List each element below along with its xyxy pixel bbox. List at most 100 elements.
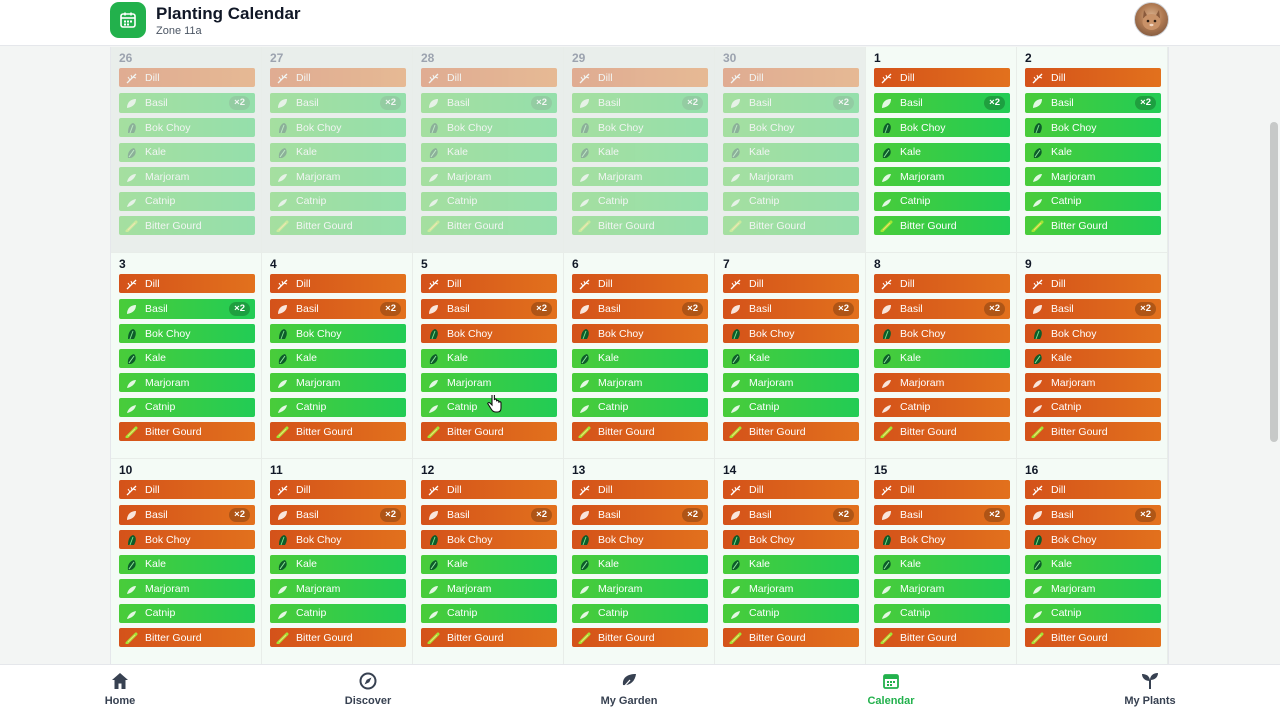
plant-chip-bok-choy[interactable]: Bok Choy	[723, 530, 859, 549]
plant-chip-marjoram[interactable]: Marjoram	[1025, 579, 1161, 598]
plant-chip-dill[interactable]: Dill	[572, 68, 708, 87]
nav-home[interactable]: Home	[70, 671, 170, 717]
plant-chip-dill[interactable]: Dill	[874, 68, 1010, 87]
plant-chip-bok-choy[interactable]: Bok Choy	[723, 118, 859, 137]
plant-chip-bitter-gourd[interactable]: Bitter Gourd	[572, 216, 708, 235]
calendar-day-cell[interactable]: 9 Dill Basil ×2 Bok Choy Kale Marjoram Catnip Bi…	[1017, 253, 1168, 459]
plant-chip-marjoram[interactable]: Marjoram	[119, 579, 255, 598]
plant-chip-bok-choy[interactable]: Bok Choy	[119, 118, 255, 137]
plant-chip-kale[interactable]: Kale	[874, 348, 1010, 368]
plant-chip-bok-choy[interactable]: Bok Choy	[874, 530, 1010, 549]
plant-chip-bitter-gourd[interactable]: Bitter Gourd	[1025, 422, 1161, 441]
plant-chip-kale[interactable]: Kale	[119, 348, 255, 368]
plant-chip-marjoram[interactable]: Marjoram	[572, 579, 708, 598]
calendar-day-cell[interactable]: 1 Dill Basil ×2 Bok Choy Kale Marjoram Catnip Bi…	[866, 47, 1017, 253]
plant-chip-dill[interactable]: Dill	[421, 480, 557, 499]
plant-chip-bok-choy[interactable]: Bok Choy	[270, 324, 406, 343]
plant-chip-bitter-gourd[interactable]: Bitter Gourd	[572, 628, 708, 647]
plant-chip-dill[interactable]: Dill	[119, 68, 255, 87]
plant-chip-bok-choy[interactable]: Bok Choy	[270, 530, 406, 549]
plant-chip-marjoram[interactable]: Marjoram	[1025, 167, 1161, 186]
plant-chip-bok-choy[interactable]: Bok Choy	[421, 118, 557, 137]
plant-chip-basil[interactable]: Basil ×2	[572, 92, 708, 113]
plant-chip-basil[interactable]: Basil ×2	[270, 504, 406, 525]
plant-chip-basil[interactable]: Basil ×2	[270, 92, 406, 113]
plant-chip-basil[interactable]: Basil ×2	[119, 92, 255, 113]
plant-chip-marjoram[interactable]: Marjoram	[874, 167, 1010, 186]
plant-chip-marjoram[interactable]: Marjoram	[572, 373, 708, 392]
plant-chip-dill[interactable]: Dill	[421, 274, 557, 293]
plant-chip-marjoram[interactable]: Marjoram	[723, 167, 859, 186]
plant-chip-bitter-gourd[interactable]: Bitter Gourd	[723, 628, 859, 647]
nav-my-plants[interactable]: My Plants	[1100, 671, 1200, 717]
plant-chip-kale[interactable]: Kale	[421, 142, 557, 162]
plant-chip-kale[interactable]: Kale	[723, 554, 859, 574]
plant-chip-bok-choy[interactable]: Bok Choy	[270, 118, 406, 137]
plant-chip-bitter-gourd[interactable]: Bitter Gourd	[270, 422, 406, 441]
calendar-day-cell[interactable]: 6 Dill Basil ×2 Bok Choy Kale Marjoram Catnip Bi…	[564, 253, 715, 459]
plant-chip-dill[interactable]: Dill	[723, 68, 859, 87]
plant-chip-dill[interactable]: Dill	[572, 480, 708, 499]
plant-chip-bitter-gourd[interactable]: Bitter Gourd	[874, 216, 1010, 235]
plant-chip-basil[interactable]: Basil ×2	[572, 298, 708, 319]
plant-chip-basil[interactable]: Basil ×2	[119, 504, 255, 525]
plant-chip-catnip[interactable]: Catnip	[270, 397, 406, 417]
plant-chip-bok-choy[interactable]: Bok Choy	[1025, 324, 1161, 343]
plant-chip-bitter-gourd[interactable]: Bitter Gourd	[572, 422, 708, 441]
plant-chip-marjoram[interactable]: Marjoram	[421, 373, 557, 392]
plant-chip-kale[interactable]: Kale	[1025, 142, 1161, 162]
plant-chip-bitter-gourd[interactable]: Bitter Gourd	[270, 216, 406, 235]
plant-chip-kale[interactable]: Kale	[270, 348, 406, 368]
calendar-day-cell[interactable]: 26 Dill Basil ×2 Bok Choy Kale Marjoram Catnip B…	[111, 47, 262, 253]
plant-chip-kale[interactable]: Kale	[874, 554, 1010, 574]
plant-chip-bitter-gourd[interactable]: Bitter Gourd	[874, 628, 1010, 647]
calendar-day-cell[interactable]: 2 Dill Basil ×2 Bok Choy Kale Marjoram Catnip Bi…	[1017, 47, 1168, 253]
plant-chip-catnip[interactable]: Catnip	[270, 603, 406, 623]
plant-chip-kale[interactable]: Kale	[572, 348, 708, 368]
plant-chip-dill[interactable]: Dill	[874, 480, 1010, 499]
plant-chip-catnip[interactable]: Catnip	[572, 397, 708, 417]
plant-chip-basil[interactable]: Basil ×2	[572, 504, 708, 525]
plant-chip-bitter-gourd[interactable]: Bitter Gourd	[421, 422, 557, 441]
plant-chip-marjoram[interactable]: Marjoram	[421, 167, 557, 186]
plant-chip-bitter-gourd[interactable]: Bitter Gourd	[421, 628, 557, 647]
plant-chip-marjoram[interactable]: Marjoram	[270, 167, 406, 186]
plant-chip-catnip[interactable]: Catnip	[119, 397, 255, 417]
plant-chip-kale[interactable]: Kale	[572, 142, 708, 162]
plant-chip-bitter-gourd[interactable]: Bitter Gourd	[874, 422, 1010, 441]
plant-chip-bitter-gourd[interactable]: Bitter Gourd	[119, 628, 255, 647]
plant-chip-catnip[interactable]: Catnip	[1025, 397, 1161, 417]
calendar-day-cell[interactable]: 7 Dill Basil ×2 Bok Choy Kale Marjoram Catnip Bi…	[715, 253, 866, 459]
plant-chip-bok-choy[interactable]: Bok Choy	[874, 118, 1010, 137]
plant-chip-dill[interactable]: Dill	[119, 274, 255, 293]
plant-chip-bitter-gourd[interactable]: Bitter Gourd	[119, 422, 255, 441]
plant-chip-kale[interactable]: Kale	[119, 554, 255, 574]
plant-chip-basil[interactable]: Basil ×2	[1025, 298, 1161, 319]
plant-chip-basil[interactable]: Basil ×2	[874, 298, 1010, 319]
plant-chip-basil[interactable]: Basil ×2	[421, 298, 557, 319]
calendar-day-cell[interactable]: 11 Dill Basil ×2 Bok Choy Kale Marjoram Catnip B…	[262, 459, 413, 664]
plant-chip-basil[interactable]: Basil ×2	[270, 298, 406, 319]
plant-chip-dill[interactable]: Dill	[270, 68, 406, 87]
plant-chip-bok-choy[interactable]: Bok Choy	[572, 324, 708, 343]
plant-chip-catnip[interactable]: Catnip	[270, 191, 406, 211]
plant-chip-marjoram[interactable]: Marjoram	[723, 373, 859, 392]
plant-chip-bok-choy[interactable]: Bok Choy	[1025, 530, 1161, 549]
plant-chip-basil[interactable]: Basil ×2	[723, 92, 859, 113]
scrollbar[interactable]	[1270, 122, 1278, 442]
nav-discover[interactable]: Discover	[318, 671, 418, 717]
plant-chip-kale[interactable]: Kale	[1025, 348, 1161, 368]
plant-chip-dill[interactable]: Dill	[119, 480, 255, 499]
plant-chip-dill[interactable]: Dill	[421, 68, 557, 87]
plant-chip-bitter-gourd[interactable]: Bitter Gourd	[723, 216, 859, 235]
plant-chip-catnip[interactable]: Catnip	[421, 191, 557, 211]
nav-my-garden[interactable]: My Garden	[579, 671, 679, 717]
calendar-day-cell[interactable]: 10 Dill Basil ×2 Bok Choy Kale Marjoram Catnip B…	[111, 459, 262, 664]
plant-chip-kale[interactable]: Kale	[270, 554, 406, 574]
plant-chip-basil[interactable]: Basil ×2	[1025, 92, 1161, 113]
plant-chip-dill[interactable]: Dill	[1025, 274, 1161, 293]
plant-chip-basil[interactable]: Basil ×2	[421, 504, 557, 525]
plant-chip-catnip[interactable]: Catnip	[723, 603, 859, 623]
user-avatar[interactable]	[1134, 2, 1169, 37]
plant-chip-kale[interactable]: Kale	[421, 554, 557, 574]
